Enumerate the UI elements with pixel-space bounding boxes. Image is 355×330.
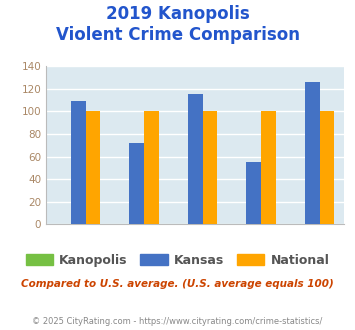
Bar (130, 143, 144, 224)
Text: © 2025 CityRating.com - https://www.cityrating.com/crime-statistics/: © 2025 CityRating.com - https://www.city… (32, 317, 323, 326)
Bar (144, 111, 159, 224)
Text: Violent Crime Comparison: Violent Crime Comparison (55, 26, 300, 45)
Bar (305, 82, 320, 224)
Bar (203, 111, 217, 224)
Bar (188, 94, 203, 224)
Bar (320, 111, 334, 224)
Text: Compared to U.S. average. (U.S. average equals 100): Compared to U.S. average. (U.S. average … (21, 279, 334, 289)
Bar (71, 101, 86, 224)
Bar (261, 111, 275, 224)
Legend: Kanopolis, Kansas, National: Kanopolis, Kansas, National (21, 249, 334, 272)
Bar (86, 111, 100, 224)
Text: 2019 Kanopolis: 2019 Kanopolis (106, 5, 249, 23)
Bar (246, 162, 261, 224)
